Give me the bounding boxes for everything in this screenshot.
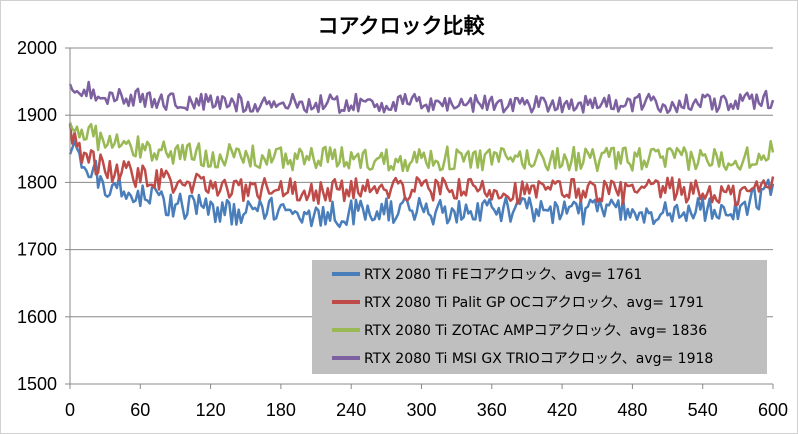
series-line: [68, 123, 775, 207]
x-tick-label: 60: [130, 400, 150, 420]
x-tick-label: 540: [688, 400, 718, 420]
tick-labels: 1500 1600 1700 1800 1900 2000 0 60 120 180 240 300 3…: [17, 38, 788, 420]
y-tick-label: 2000: [17, 38, 57, 58]
x-tick-label: 0: [65, 400, 75, 420]
chart-title: コアクロック比較: [318, 14, 486, 38]
y-tick-label: 1600: [17, 307, 57, 327]
y-tick-label: 1500: [17, 374, 57, 394]
x-tick-label: 480: [617, 400, 647, 420]
x-tick-label: 420: [547, 400, 577, 420]
legend-box: [312, 260, 767, 374]
series-line: [68, 80, 775, 114]
series-line: [68, 139, 775, 229]
legend-label: RTX 2080 Ti MSI GX TRIOコアクロック、avg= 1918: [364, 351, 713, 367]
y-tick-label: 1700: [17, 240, 57, 260]
x-tick-label: 240: [336, 400, 366, 420]
x-tick-label: 600: [758, 400, 788, 420]
x-tick-label: 120: [196, 400, 226, 420]
x-tick-label: 360: [477, 400, 507, 420]
y-tick-label: 1800: [17, 172, 57, 192]
legend-label: RTX 2080 Ti Palit GP OCコアクロック、avg= 1791: [364, 295, 704, 311]
legend-label: RTX 2080 Ti ZOTAC AMPコアクロック、avg= 1836: [364, 323, 707, 339]
x-tick-label: 180: [266, 400, 296, 420]
series-layer: [68, 80, 775, 229]
y-tick-label: 1900: [17, 105, 57, 125]
axes: [65, 47, 774, 389]
legend-label: RTX 2080 Ti FEコアクロック、avg= 1761: [364, 267, 642, 283]
x-tick-label: 300: [406, 400, 436, 420]
legend: RTX 2080 Ti FEコアクロック、avg= 1761 RTX 2080 T…: [312, 260, 767, 374]
series-line: [68, 121, 775, 173]
